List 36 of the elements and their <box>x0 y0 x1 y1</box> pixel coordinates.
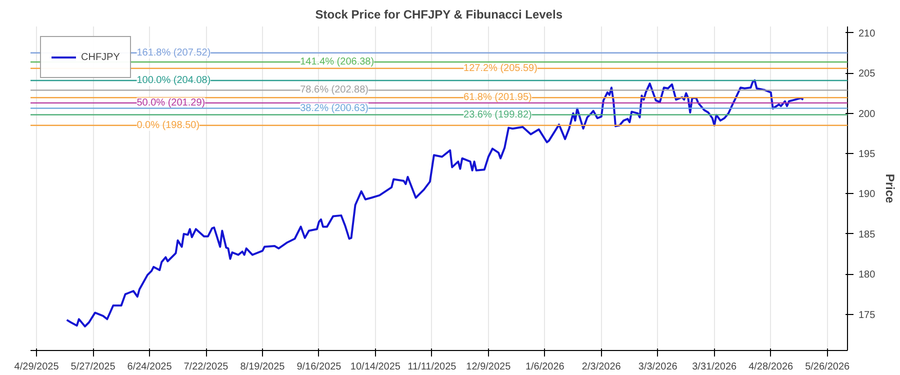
x-tick-label: 12/9/2025 <box>466 362 512 372</box>
x-tick-label: 8/19/2025 <box>240 362 286 372</box>
ref-line-label: 161.8% (207.52) <box>136 47 211 58</box>
ref-line-label: 141.4% (206.38) <box>300 56 374 68</box>
ref-line-label: 0.0% (198.50) <box>136 120 200 131</box>
x-tick-label: 1/6/2026 <box>525 362 565 372</box>
y-tick-label: 205 <box>858 68 876 80</box>
x-tick-label: 10/14/2025 <box>350 362 401 372</box>
y-axis-title: Price <box>883 174 898 204</box>
x-tick-label: 2/3/2026 <box>582 362 622 372</box>
ref-line-label: 38.2% (200.63) <box>300 102 368 114</box>
x-tick-label: 11/11/2025 <box>408 362 457 372</box>
x-tick-label: 5/26/2026 <box>805 362 850 372</box>
x-tick-label: 5/27/2025 <box>70 362 116 372</box>
x-tick-label: 7/22/2025 <box>184 362 229 372</box>
ref-line-label: 100.0% (204.08) <box>136 75 211 86</box>
y-tick-label: 200 <box>858 108 876 120</box>
x-tick-label: 4/28/2026 <box>748 362 794 372</box>
ref-line-label: 61.8% (201.95) <box>464 92 532 104</box>
y-tick-label: 210 <box>858 28 876 40</box>
y-tick-label: 175 <box>858 310 876 321</box>
x-tick-label: 6/24/2025 <box>127 362 172 372</box>
legend-label: CHFJPY <box>81 52 120 62</box>
ref-line-label: 127.2% (205.59) <box>464 62 538 74</box>
y-tick-label: 190 <box>858 189 876 200</box>
x-tick-label: 3/31/2026 <box>692 362 738 372</box>
ref-line-label: 50.0% (201.29) <box>136 97 206 108</box>
y-tick-label: 180 <box>858 270 876 281</box>
ref-line-label: 78.6% (202.88) <box>300 84 368 96</box>
y-tick-label: 185 <box>858 229 876 240</box>
x-tick-label: 3/3/2026 <box>638 362 678 372</box>
x-tick-label: 9/16/2025 <box>296 362 342 372</box>
ref-line-label: 23.6% (199.82) <box>464 109 532 120</box>
y-tick-label: 195 <box>858 149 876 160</box>
chart-title: Stock Price for CHFJPY & Fibunacci Levels <box>315 8 563 22</box>
x-tick-label: 4/29/2025 <box>14 362 60 372</box>
